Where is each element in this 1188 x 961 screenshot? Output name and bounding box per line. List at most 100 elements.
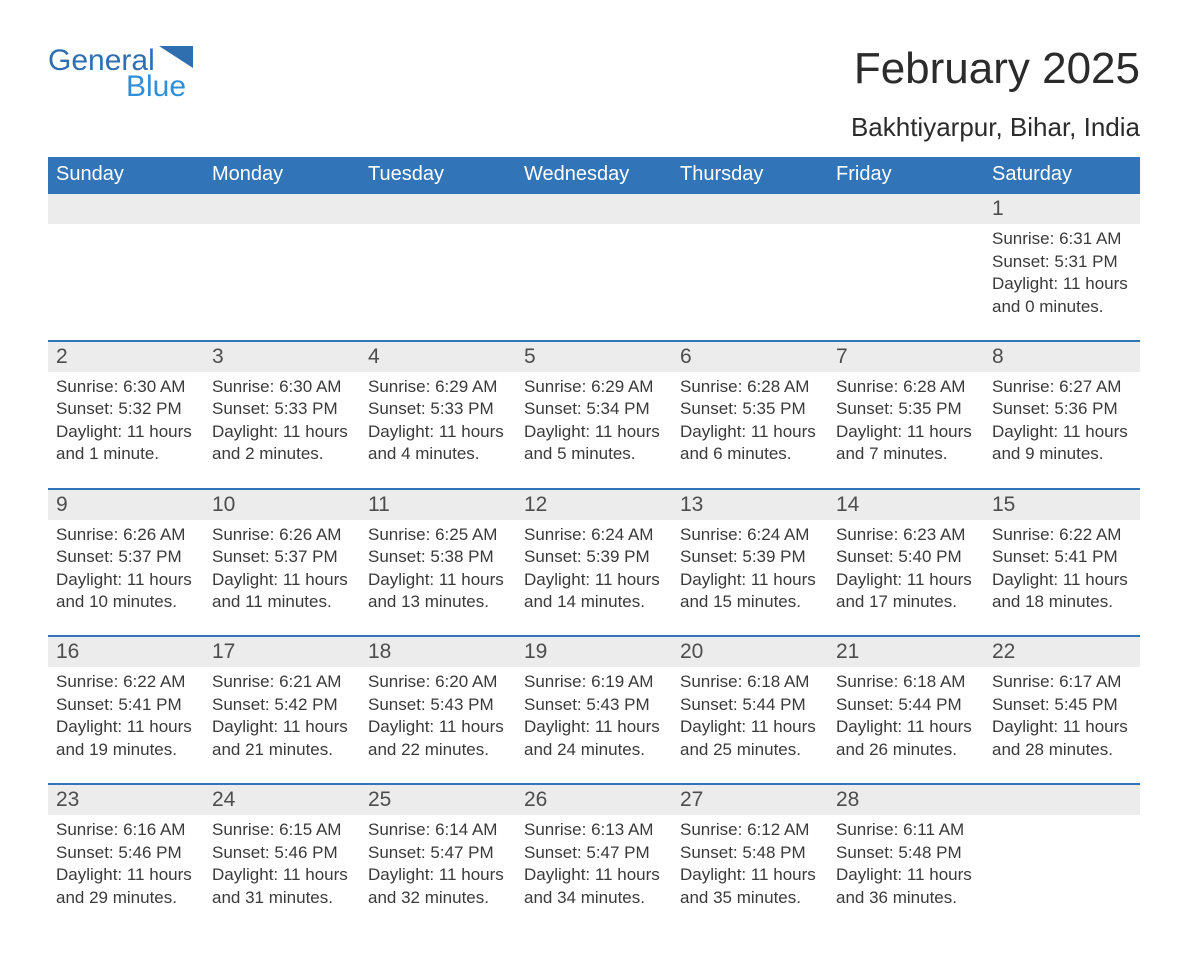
sunset-line: Sunset: 5:44 PM bbox=[680, 694, 820, 716]
sunset-line: Sunset: 5:37 PM bbox=[56, 546, 196, 568]
sunset-line: Sunset: 5:46 PM bbox=[212, 842, 352, 864]
sunset-line: Sunset: 5:37 PM bbox=[212, 546, 352, 568]
calendar-table: SundayMondayTuesdayWednesdayThursdayFrid… bbox=[48, 157, 1140, 931]
detail-cell: Sunrise: 6:30 AMSunset: 5:33 PMDaylight:… bbox=[204, 372, 360, 489]
sunrise-line: Sunrise: 6:12 AM bbox=[680, 819, 820, 841]
date-cell: 25 bbox=[360, 784, 516, 815]
sunrise-line: Sunrise: 6:20 AM bbox=[368, 671, 508, 693]
sunset-line: Sunset: 5:38 PM bbox=[368, 546, 508, 568]
detail-cell: Sunrise: 6:28 AMSunset: 5:35 PMDaylight:… bbox=[828, 372, 984, 489]
sunset-line: Sunset: 5:40 PM bbox=[836, 546, 976, 568]
sunset-line: Sunset: 5:36 PM bbox=[992, 398, 1132, 420]
detail-cell: Sunrise: 6:14 AMSunset: 5:47 PMDaylight:… bbox=[360, 815, 516, 931]
sunset-line: Sunset: 5:32 PM bbox=[56, 398, 196, 420]
daylight-line: Daylight: 11 hours and 25 minutes. bbox=[680, 716, 820, 761]
detail-cell: Sunrise: 6:29 AMSunset: 5:34 PMDaylight:… bbox=[516, 372, 672, 489]
daylight-line: Daylight: 11 hours and 26 minutes. bbox=[836, 716, 976, 761]
sunrise-line: Sunrise: 6:26 AM bbox=[56, 524, 196, 546]
daylight-line: Daylight: 11 hours and 19 minutes. bbox=[56, 716, 196, 761]
title-block: February 2025 Bakhtiyarpur, Bihar, India bbox=[851, 46, 1140, 143]
date-cell bbox=[360, 193, 516, 224]
detail-cell: Sunrise: 6:18 AMSunset: 5:44 PMDaylight:… bbox=[672, 667, 828, 784]
date-cell: 27 bbox=[672, 784, 828, 815]
daylight-line: Daylight: 11 hours and 18 minutes. bbox=[992, 569, 1132, 614]
daylight-line: Daylight: 11 hours and 14 minutes. bbox=[524, 569, 664, 614]
daylight-line: Daylight: 11 hours and 28 minutes. bbox=[992, 716, 1132, 761]
date-cell bbox=[984, 784, 1140, 815]
date-cell: 18 bbox=[360, 636, 516, 667]
sunrise-line: Sunrise: 6:16 AM bbox=[56, 819, 196, 841]
daylight-line: Daylight: 11 hours and 29 minutes. bbox=[56, 864, 196, 909]
sunset-line: Sunset: 5:41 PM bbox=[56, 694, 196, 716]
date-cell: 2 bbox=[48, 341, 204, 372]
sunrise-line: Sunrise: 6:18 AM bbox=[836, 671, 976, 693]
weekday-header: Friday bbox=[828, 157, 984, 193]
date-row: 2345678 bbox=[48, 341, 1140, 372]
date-cell: 14 bbox=[828, 489, 984, 520]
detail-cell: Sunrise: 6:17 AMSunset: 5:45 PMDaylight:… bbox=[984, 667, 1140, 784]
sunrise-line: Sunrise: 6:19 AM bbox=[524, 671, 664, 693]
sunrise-line: Sunrise: 6:29 AM bbox=[524, 376, 664, 398]
sunrise-line: Sunrise: 6:31 AM bbox=[992, 228, 1132, 250]
detail-cell bbox=[984, 815, 1140, 931]
calendar-body: 1Sunrise: 6:31 AMSunset: 5:31 PMDaylight… bbox=[48, 193, 1140, 931]
daylight-line: Daylight: 11 hours and 15 minutes. bbox=[680, 569, 820, 614]
sunrise-line: Sunrise: 6:28 AM bbox=[680, 376, 820, 398]
daylight-line: Daylight: 11 hours and 32 minutes. bbox=[368, 864, 508, 909]
detail-cell bbox=[204, 224, 360, 341]
month-title: February 2025 bbox=[851, 46, 1140, 92]
sunset-line: Sunset: 5:41 PM bbox=[992, 546, 1132, 568]
daylight-line: Daylight: 11 hours and 2 minutes. bbox=[212, 421, 352, 466]
detail-cell bbox=[516, 224, 672, 341]
date-cell: 13 bbox=[672, 489, 828, 520]
location-label: Bakhtiyarpur, Bihar, India bbox=[851, 112, 1140, 143]
detail-cell: Sunrise: 6:16 AMSunset: 5:46 PMDaylight:… bbox=[48, 815, 204, 931]
sunrise-line: Sunrise: 6:22 AM bbox=[56, 671, 196, 693]
sunrise-line: Sunrise: 6:26 AM bbox=[212, 524, 352, 546]
sunrise-line: Sunrise: 6:15 AM bbox=[212, 819, 352, 841]
sunrise-line: Sunrise: 6:24 AM bbox=[680, 524, 820, 546]
sunset-line: Sunset: 5:46 PM bbox=[56, 842, 196, 864]
detail-cell: Sunrise: 6:19 AMSunset: 5:43 PMDaylight:… bbox=[516, 667, 672, 784]
sunset-line: Sunset: 5:35 PM bbox=[836, 398, 976, 420]
daylight-line: Daylight: 11 hours and 31 minutes. bbox=[212, 864, 352, 909]
date-cell bbox=[204, 193, 360, 224]
daylight-line: Daylight: 11 hours and 9 minutes. bbox=[992, 421, 1132, 466]
date-cell: 15 bbox=[984, 489, 1140, 520]
weekday-header: Monday bbox=[204, 157, 360, 193]
daylight-line: Daylight: 11 hours and 36 minutes. bbox=[836, 864, 976, 909]
detail-cell: Sunrise: 6:24 AMSunset: 5:39 PMDaylight:… bbox=[672, 520, 828, 637]
detail-cell: Sunrise: 6:11 AMSunset: 5:48 PMDaylight:… bbox=[828, 815, 984, 931]
date-row: 1 bbox=[48, 193, 1140, 224]
date-cell: 23 bbox=[48, 784, 204, 815]
daylight-line: Daylight: 11 hours and 7 minutes. bbox=[836, 421, 976, 466]
detail-cell: Sunrise: 6:27 AMSunset: 5:36 PMDaylight:… bbox=[984, 372, 1140, 489]
date-cell bbox=[828, 193, 984, 224]
sunset-line: Sunset: 5:48 PM bbox=[836, 842, 976, 864]
date-row: 16171819202122 bbox=[48, 636, 1140, 667]
sunrise-line: Sunrise: 6:30 AM bbox=[56, 376, 196, 398]
detail-cell: Sunrise: 6:25 AMSunset: 5:38 PMDaylight:… bbox=[360, 520, 516, 637]
detail-cell: Sunrise: 6:26 AMSunset: 5:37 PMDaylight:… bbox=[204, 520, 360, 637]
weekday-header: Sunday bbox=[48, 157, 204, 193]
sunrise-line: Sunrise: 6:14 AM bbox=[368, 819, 508, 841]
detail-row: Sunrise: 6:30 AMSunset: 5:32 PM Daylight:… bbox=[48, 372, 1140, 489]
detail-cell: Sunrise: 6:28 AMSunset: 5:35 PMDaylight:… bbox=[672, 372, 828, 489]
sunrise-line: Sunrise: 6:21 AM bbox=[212, 671, 352, 693]
detail-cell: Sunrise: 6:21 AMSunset: 5:42 PMDaylight:… bbox=[204, 667, 360, 784]
date-cell: 11 bbox=[360, 489, 516, 520]
brand-logo: General Blue bbox=[48, 46, 193, 102]
detail-row: Sunrise: 6:22 AMSunset: 5:41 PMDaylight:… bbox=[48, 667, 1140, 784]
daylight-line: Daylight: 11 hours and 22 minutes. bbox=[368, 716, 508, 761]
flag-icon bbox=[159, 46, 193, 68]
date-cell: 5 bbox=[516, 341, 672, 372]
detail-cell: Sunrise: 6:24 AMSunset: 5:39 PMDaylight:… bbox=[516, 520, 672, 637]
sunrise-line: Sunrise: 6:29 AM bbox=[368, 376, 508, 398]
sunset-line: Sunset: 5:33 PM bbox=[212, 398, 352, 420]
sunrise-line: Sunrise: 6:13 AM bbox=[524, 819, 664, 841]
sunrise-line: Sunrise: 6:22 AM bbox=[992, 524, 1132, 546]
daylight-line: Daylight: 11 hours and 5 minutes. bbox=[524, 421, 664, 466]
detail-cell: Sunrise: 6:15 AMSunset: 5:46 PMDaylight:… bbox=[204, 815, 360, 931]
date-cell: 28 bbox=[828, 784, 984, 815]
date-cell: 3 bbox=[204, 341, 360, 372]
